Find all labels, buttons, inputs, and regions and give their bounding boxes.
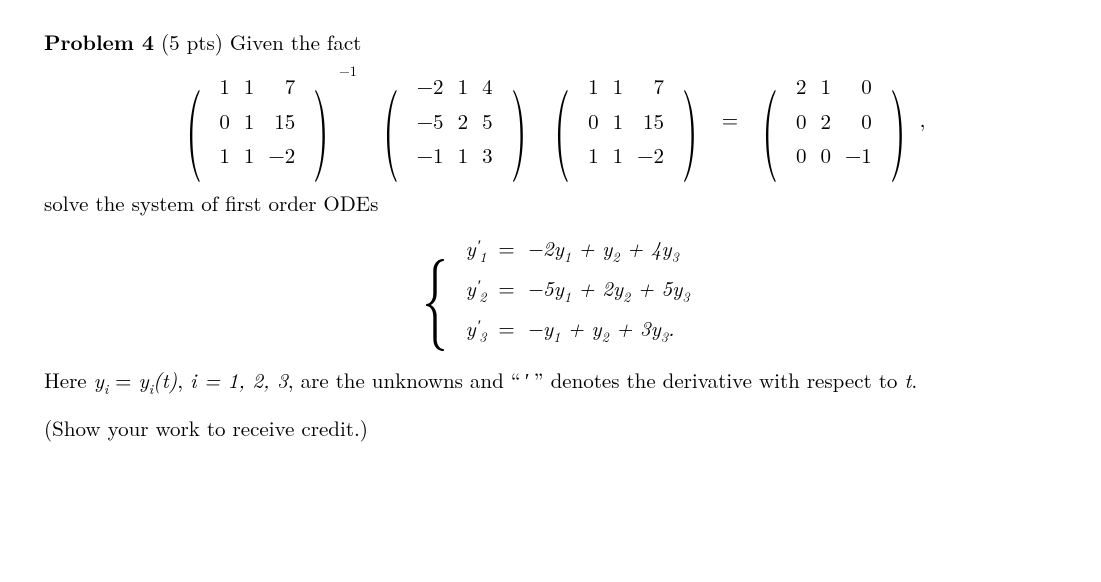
matrix-cell: 2 — [796, 72, 807, 100]
matrix-cell: 1 — [458, 141, 469, 169]
paren-left-icon: ( — [383, 84, 399, 158]
ode-lhs: y′2 — [466, 274, 487, 306]
left-brace-icon: { — [422, 253, 447, 327]
matrix-cell: 1 — [219, 72, 230, 100]
problem-page: Problem 4 (5 pts) Given the fact ( 1 1 7… — [0, 0, 1101, 442]
matrix-P2: 1 1 7 0 1 15 1 1 −2 — [588, 72, 664, 169]
matrix-B: −2 1 4 −5 2 5 −1 1 3 — [417, 72, 493, 169]
matrix-cell: 1 — [588, 72, 599, 100]
ode-rhs: −2y1 + y2 + 4y3 — [527, 234, 690, 266]
matrix-cell: −5 — [417, 107, 444, 135]
matrix-cell: 4 — [482, 72, 493, 100]
matrix-cell: 15 — [268, 107, 295, 135]
tail-text: i = 1, 2, 3 — [190, 365, 288, 395]
problem-heading-line: Problem 4 (5 pts) Given the fact — [44, 28, 1057, 56]
problem-points: (5 pts) — [161, 27, 223, 57]
tail-text: . — [911, 365, 917, 395]
matrix-cell: 2 — [820, 107, 831, 135]
matrix-P: 1 1 7 0 1 15 1 1 −2 — [219, 72, 295, 169]
matrix-cell: 0 — [796, 107, 807, 135]
matrix-cell: 0 — [588, 107, 599, 135]
tail-text: Here — [44, 365, 94, 395]
matrix-cell: −2 — [417, 72, 444, 100]
paren-right-icon: ) — [890, 84, 906, 158]
matrix-cell: 1 — [588, 141, 599, 169]
tail-paragraph-1: Here yi = yi(t), i = 1, 2, 3, are the un… — [44, 366, 1057, 398]
matrix-cell: 1 — [613, 72, 624, 100]
matrix-cell: 0 — [820, 141, 831, 169]
matrix-cell: 1 — [613, 107, 624, 135]
matrix-cell: 3 — [482, 141, 493, 169]
matrix-cell: 0 — [796, 141, 807, 169]
matrix-cell: 5 — [482, 107, 493, 135]
paren-right-icon: ) — [313, 84, 329, 158]
ode-system: { y′1 = −2y1 + y2 + 4y3 y′2 = −5y1 + 2y2… — [44, 232, 1057, 344]
matrix-cell: 7 — [637, 72, 664, 100]
matrix-cell: 1 — [820, 72, 831, 100]
matrix-cell: 0 — [845, 72, 872, 100]
matrix-cell: 7 — [268, 72, 295, 100]
matrix-cell: 15 — [637, 107, 664, 135]
problem-intro: Given the fact — [230, 27, 361, 57]
matrix-cell: 1 — [244, 141, 255, 169]
matrix-cell: −2 — [268, 141, 295, 169]
tail-paragraph-2: (Show your work to receive credit.) — [44, 414, 1057, 442]
paren-left-icon: ( — [554, 84, 570, 158]
matrix-cell: 1 — [244, 72, 255, 100]
matrix-equation: ( 1 1 7 0 1 15 1 1 −2 ) −1 ( −2 1 4 −5 2 — [44, 70, 1057, 167]
inverse-exponent: −1 — [339, 62, 357, 81]
tail-text: = — [108, 365, 138, 395]
matrix-cell: −1 — [845, 141, 872, 169]
ode-lhs: y′3 — [466, 314, 487, 346]
mid-text: solve the system of first order ODEs — [44, 189, 1057, 217]
paren-left-icon: ( — [762, 84, 778, 158]
equation-trailing-comma: , — [920, 105, 926, 133]
ode-equals: = — [498, 234, 514, 266]
matrix-D: 2 1 0 0 2 0 0 0 −1 — [796, 72, 872, 169]
ode-equals: = — [498, 314, 514, 346]
matrix-cell: −2 — [637, 141, 664, 169]
matrix-cell: 0 — [845, 107, 872, 135]
problem-label: Problem 4 — [44, 27, 154, 57]
matrix-cell: 1 — [458, 72, 469, 100]
paren-right-icon: ) — [682, 84, 698, 158]
matrix-cell: 1 — [219, 141, 230, 169]
matrix-cell: 0 — [219, 107, 230, 135]
matrix-cell: 1 — [244, 107, 255, 135]
tail-text: , — [177, 365, 190, 395]
paren-left-icon: ( — [185, 84, 201, 158]
paren-right-icon: ) — [510, 84, 526, 158]
equals-sign: = — [722, 105, 738, 133]
ode-rhs: −5y1 + 2y2 + 5y3 — [527, 274, 690, 306]
ode-lhs: y′1 — [466, 234, 487, 266]
matrix-cell: 2 — [458, 107, 469, 135]
matrix-cell: 1 — [613, 141, 624, 169]
tail-text: , are the unknowns and “ ′ ” denotes the… — [288, 365, 905, 395]
matrix-cell: −1 — [417, 141, 444, 169]
ode-equals: = — [498, 274, 514, 306]
ode-rhs: −y1 + y2 + 3y3. — [527, 314, 690, 346]
